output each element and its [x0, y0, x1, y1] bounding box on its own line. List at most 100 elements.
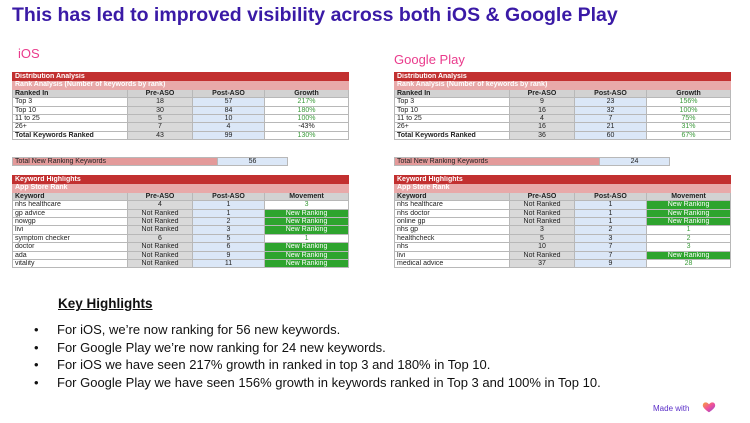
- cell: 2: [574, 225, 647, 235]
- table-row: livi Not Ranked 7 New Ranking: [394, 250, 732, 261]
- cell: 100%: [645, 105, 732, 116]
- cell: 4: [192, 122, 265, 132]
- table-row: nowgp Not Ranked 2 New Ranking: [12, 217, 350, 227]
- col-keyword: Keyword: [12, 191, 128, 202]
- cell: 7: [574, 250, 647, 261]
- bullet-icon: •: [34, 357, 39, 372]
- table-row: Top 3 9 23 156%: [394, 97, 732, 107]
- cell: 99: [192, 130, 265, 141]
- cell: 28: [645, 259, 732, 269]
- new-ranking-badge: New Ranking: [263, 208, 350, 219]
- ios-dist-subheader: Rank Analysis (Number of keywords by ran…: [11, 80, 350, 90]
- new-ranking-badge: New Ranking: [263, 250, 350, 261]
- table-row: symptom checker 6 5 1: [12, 233, 350, 244]
- slide-title: This has led to improved visibility acro…: [12, 4, 618, 26]
- cell: 37: [509, 259, 575, 269]
- table-row: 26+ 7 4 -43%: [12, 122, 350, 132]
- table-row: medical advice 37 9 28: [394, 259, 732, 269]
- cell: 217%: [263, 97, 350, 107]
- cell: 1: [192, 200, 265, 210]
- heart-icon[interactable]: [702, 400, 716, 414]
- bullet-text: For iOS we have seen 217% growth in rank…: [57, 357, 491, 372]
- col-post-aso: Post-ASO: [574, 191, 647, 202]
- cell: 26+: [394, 122, 510, 132]
- ios-total-new-keywords: Total New Ranking Keywords 56: [12, 156, 288, 167]
- bullet-text: For Google Play we’re now ranking for 24…: [57, 339, 386, 355]
- gp-kw-subheader: App Store Rank: [393, 183, 732, 193]
- cell: 67%: [645, 130, 732, 141]
- cell: 1: [192, 208, 265, 219]
- col-movement: Movement: [263, 191, 350, 202]
- gp-keyword-table: Keyword Highlights App Store Rank Keywor…: [393, 174, 732, 269]
- cell: Top 10: [394, 105, 510, 116]
- cell: Total Keywords Ranked: [394, 130, 510, 141]
- table-row: 26+ 16 21 31%: [394, 122, 732, 132]
- cell: ada: [12, 250, 128, 261]
- cell: 1: [574, 217, 647, 227]
- cell: 18: [127, 97, 193, 107]
- cell: healthcheck: [394, 233, 510, 244]
- cell: 3: [574, 233, 647, 244]
- cell: Not Ranked: [509, 250, 575, 261]
- ios-dist-header: Distribution Analysis: [11, 71, 350, 82]
- cell: 5: [509, 233, 575, 244]
- cell: 6: [192, 242, 265, 252]
- gp-dist-subheader: Rank Analysis (Number of keywords by ran…: [393, 80, 732, 90]
- key-highlights-title: Key Highlights: [58, 296, 153, 311]
- table-row: 11 to 25 4 7 75%: [394, 114, 732, 124]
- table-row: Top 3 18 57 217%: [12, 97, 350, 107]
- google-play-label: Google Play: [394, 52, 465, 67]
- cell: 2: [645, 233, 732, 244]
- total-label: Total New Ranking Keywords: [12, 156, 218, 167]
- cell: 11: [192, 259, 265, 269]
- gp-total-new-keywords: Total New Ranking Keywords 24: [394, 156, 670, 167]
- cell: 156%: [645, 97, 732, 107]
- table-row: nhs gp 3 2 1: [394, 225, 732, 235]
- col-growth: Growth: [263, 88, 350, 99]
- table-row: nhs healthcare Not Ranked 1 New Ranking: [394, 200, 732, 210]
- table-row: Top 10 30 84 180%: [12, 105, 350, 116]
- cell: 7: [574, 114, 647, 124]
- table-row: ada Not Ranked 9 New Ranking: [12, 250, 350, 261]
- bullet-text: For iOS, we’re now ranking for 56 new ke…: [57, 322, 341, 337]
- cell: symptom checker: [12, 233, 128, 244]
- table-row: gp advice Not Ranked 1 New Ranking: [12, 208, 350, 219]
- table-row: Top 10 16 32 100%: [394, 105, 732, 116]
- cell: Not Ranked: [509, 217, 575, 227]
- cell: 32: [574, 105, 647, 116]
- total-value: 24: [599, 156, 670, 167]
- cell: online gp: [394, 217, 510, 227]
- col-post-aso: Post-ASO: [192, 88, 265, 99]
- col-pre-aso: Pre-ASO: [509, 191, 575, 202]
- cell: 16: [509, 105, 575, 116]
- table-row: vitality Not Ranked 11 New Ranking: [12, 259, 350, 269]
- cell: 60: [574, 130, 647, 141]
- col-ranked-in: Ranked In: [12, 88, 128, 99]
- cell: nhs gp: [394, 225, 510, 235]
- cell: 9: [509, 97, 575, 107]
- ios-keyword-table: Keyword Highlights App Store Rank Keywor…: [11, 174, 350, 269]
- col-pre-aso: Pre-ASO: [127, 191, 193, 202]
- cell: Top 3: [394, 97, 510, 107]
- cell: doctor: [12, 242, 128, 252]
- table-row: livi Not Ranked 3 New Ranking: [12, 225, 350, 235]
- ios-kw-subheader: App Store Rank: [11, 183, 350, 193]
- table-row: healthcheck 5 3 2: [394, 233, 732, 244]
- cell: 7: [574, 242, 647, 252]
- new-ranking-badge: New Ranking: [263, 242, 350, 252]
- cell: Not Ranked: [127, 259, 193, 269]
- gp-dist-header: Distribution Analysis: [393, 71, 732, 82]
- cell: nhs healthcare: [12, 200, 128, 210]
- cell: -43%: [263, 122, 350, 132]
- cell: 23: [574, 97, 647, 107]
- cell: nowgp: [12, 217, 128, 227]
- cell: nhs: [394, 242, 510, 252]
- cell: gp advice: [12, 208, 128, 219]
- bullet-icon: •: [34, 374, 39, 390]
- cell: 4: [509, 114, 575, 124]
- made-with-label[interactable]: Made with: [653, 404, 690, 413]
- cell: 3: [192, 225, 265, 235]
- new-ranking-badge: New Ranking: [263, 217, 350, 227]
- ios-kw-header: Keyword Highlights: [11, 174, 350, 185]
- cell: 10: [509, 242, 575, 252]
